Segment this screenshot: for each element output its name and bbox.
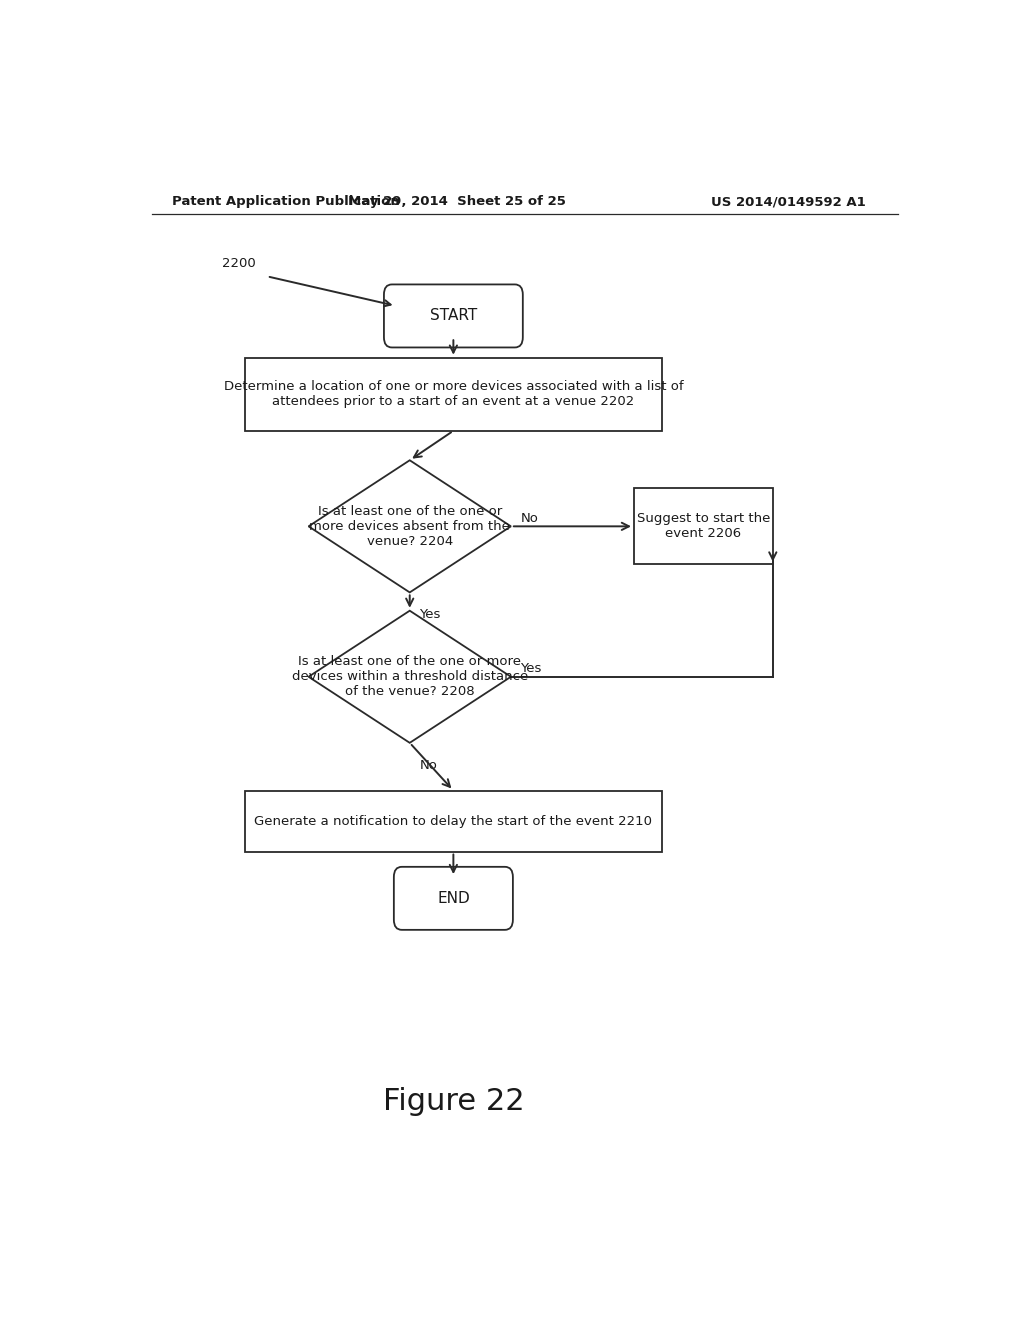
- Text: Yes: Yes: [520, 663, 542, 675]
- Text: Figure 22: Figure 22: [383, 1088, 524, 1117]
- Text: Is at least one of the one or more
devices within a threshold distance
of the ve: Is at least one of the one or more devic…: [292, 655, 527, 698]
- Text: Is at least one of the one or
more devices absent from the
venue? 2204: Is at least one of the one or more devic…: [309, 504, 510, 548]
- FancyBboxPatch shape: [384, 284, 523, 347]
- Text: Yes: Yes: [419, 609, 440, 622]
- Text: 2200: 2200: [221, 256, 255, 269]
- Text: Determine a location of one or more devices associated with a list of
attendees : Determine a location of one or more devi…: [223, 380, 683, 408]
- Text: May 29, 2014  Sheet 25 of 25: May 29, 2014 Sheet 25 of 25: [348, 195, 566, 209]
- Bar: [245, 358, 662, 430]
- Text: Suggest to start the
event 2206: Suggest to start the event 2206: [637, 512, 770, 540]
- Polygon shape: [308, 461, 511, 593]
- Text: Patent Application Publication: Patent Application Publication: [172, 195, 399, 209]
- Text: START: START: [430, 309, 477, 323]
- Bar: [634, 488, 773, 565]
- Polygon shape: [308, 611, 511, 743]
- Text: No: No: [520, 512, 539, 525]
- Text: US 2014/0149592 A1: US 2014/0149592 A1: [712, 195, 866, 209]
- FancyBboxPatch shape: [394, 867, 513, 929]
- Text: Generate a notification to delay the start of the event 2210: Generate a notification to delay the sta…: [254, 814, 652, 828]
- Text: No: No: [419, 759, 437, 772]
- Text: END: END: [437, 891, 470, 906]
- Bar: [245, 791, 662, 851]
